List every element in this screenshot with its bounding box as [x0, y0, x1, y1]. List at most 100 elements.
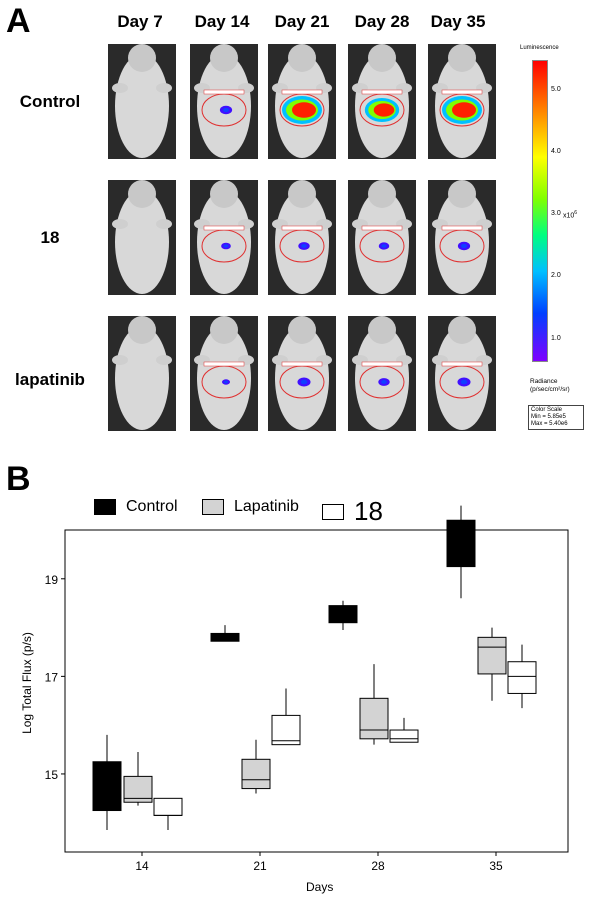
box-body: [446, 519, 476, 568]
mouse-image: [428, 44, 496, 159]
legend-label: 18: [354, 496, 383, 526]
colorbar-exponent-base: x10: [563, 212, 575, 220]
signal-blob: [460, 243, 468, 249]
mouse-paw: [156, 355, 172, 365]
colorbar-exponent-power: 6: [574, 210, 578, 216]
legend-label: Lapatinib: [234, 498, 299, 515]
legend-swatch: [94, 499, 116, 515]
roi-label: [441, 225, 483, 231]
roi-label: [281, 225, 323, 231]
legend-item-control: Control: [94, 498, 178, 516]
signal-blob: [301, 244, 307, 248]
box-body: [328, 605, 358, 624]
mouse-body: [115, 54, 169, 158]
legend-item-lapatinib: Lapatinib: [202, 498, 299, 516]
y-tick-label: 19: [45, 573, 59, 587]
mouse-head: [128, 316, 156, 344]
colorbar-radiance-label: Radiance (p/sec/cm²/sr): [530, 378, 570, 394]
signal-blob: [223, 244, 229, 248]
signal-blob: [300, 379, 308, 385]
row-label-18: 18: [40, 228, 60, 247]
y-axis-title: Log Total Flux (p/s): [20, 632, 34, 734]
mouse-image: [190, 44, 258, 159]
mouse-image: [268, 180, 336, 295]
roi-label: [441, 89, 483, 95]
signal-blob: [452, 102, 476, 118]
legend-swatch: [322, 503, 344, 520]
mouse-paw: [156, 83, 172, 93]
signal-blob: [222, 107, 230, 113]
mouse-head: [448, 180, 476, 208]
roi-label: [361, 89, 403, 95]
colorbar-exponent: x106: [563, 210, 577, 219]
mouse-image: [190, 180, 258, 295]
roi-label: [203, 361, 245, 367]
color-scale-min: Min = 5.85e5: [531, 414, 566, 420]
box-body: [507, 661, 537, 694]
mouse-image: [428, 180, 496, 295]
box-body: [271, 714, 301, 746]
roi-label: [361, 361, 403, 367]
signal-blob: [223, 380, 229, 384]
mouse-head: [448, 316, 476, 344]
signal-blob: [460, 379, 468, 385]
roi-label: [203, 89, 245, 95]
colorbar-tick: 3.0: [551, 210, 561, 217]
day-label: Day 7: [117, 12, 163, 31]
mouse-paw: [112, 219, 128, 229]
mouse-image: [108, 180, 176, 295]
mouse-head: [128, 44, 156, 72]
colorbar-tick: 1.0: [551, 335, 561, 342]
color-scale-box: Color Scale Min = 5.85e5 Max = 5.40e6: [528, 405, 584, 430]
day-label: Day 35: [430, 12, 486, 31]
mouse-image: [108, 44, 176, 159]
mouse-head: [368, 44, 396, 72]
signal-blob: [292, 102, 316, 118]
color-scale-title: Color Scale: [531, 407, 563, 413]
mouse-body: [435, 190, 489, 294]
legend-label: Control: [126, 498, 178, 515]
mouse-body: [197, 54, 251, 158]
x-tick-label: 35: [489, 859, 503, 873]
mouse-body: [355, 326, 409, 430]
plot-frame: [64, 529, 569, 853]
mouse-paw: [112, 355, 128, 365]
colorbar-tick: 2.0: [551, 272, 561, 279]
panel-b-letter: B: [6, 460, 31, 498]
panel-a-letter: A: [6, 2, 31, 40]
y-tick-label: 17: [45, 670, 59, 684]
day-label: Day 21: [274, 12, 330, 31]
mouse-head: [368, 180, 396, 208]
roi-label: [361, 225, 403, 231]
mouse-head: [368, 316, 396, 344]
legend-item-18: 18: [322, 496, 383, 527]
box-body: [389, 729, 419, 743]
day-label: Day 28: [354, 12, 410, 31]
roi-label: [281, 361, 323, 367]
mouse-image: [348, 180, 416, 295]
mouse-paw: [112, 83, 128, 93]
mouse-image: [348, 44, 416, 159]
luminescence-colorbar: [532, 60, 548, 362]
mouse-paw: [156, 219, 172, 229]
row-label-control: Control: [19, 92, 81, 111]
mouse-body: [115, 326, 169, 430]
mouse-image: [268, 44, 336, 159]
mouse-head: [210, 316, 238, 344]
box-body: [241, 758, 271, 790]
colorbar-title: Luminescence: [520, 45, 559, 51]
colorbar-tick: 4.0: [551, 148, 561, 155]
signal-blob: [381, 244, 387, 248]
x-tick-label: 21: [253, 859, 267, 873]
y-tick-label: 15: [45, 768, 59, 782]
mouse-body: [197, 190, 251, 294]
mouse-image: [348, 316, 416, 431]
mouse-head: [210, 180, 238, 208]
mouse-body: [115, 190, 169, 294]
box-body: [153, 797, 183, 816]
colorbar-tick: 5.0: [551, 86, 561, 93]
legend-swatch: [202, 499, 224, 515]
mouse-body: [197, 326, 251, 430]
box-body: [359, 697, 389, 740]
